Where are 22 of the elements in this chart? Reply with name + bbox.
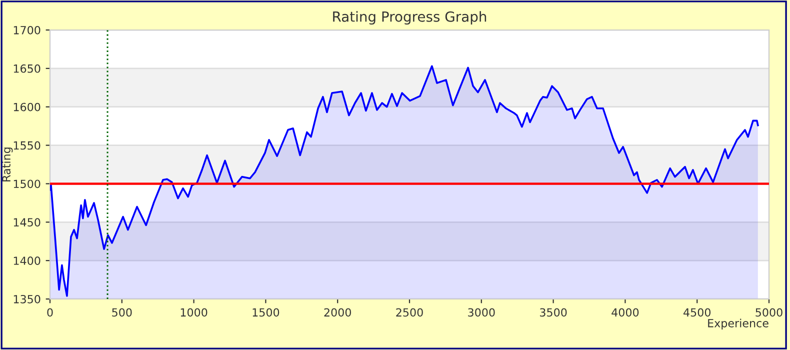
y-axis-title: Rating (2, 148, 13, 182)
x-tick-label: 1500 (252, 308, 280, 317)
x-tick-label: 0 (47, 308, 53, 317)
x-tick-label: 4000 (612, 308, 639, 317)
chart-title: Rating Progress Graph (333, 11, 486, 25)
x-axis-title: Experience (708, 318, 768, 330)
y-tick-label: 1550 (14, 141, 40, 150)
y-tick-label: 1650 (14, 64, 40, 73)
x-tick-label: 4500 (684, 308, 710, 317)
x-tick-label: 2500 (396, 308, 423, 317)
y-tick-label: 1400 (14, 256, 40, 265)
x-tick-label: 3000 (468, 308, 495, 317)
y-tick-label: 1350 (14, 294, 40, 304)
x-tick-label: 5000 (756, 308, 782, 317)
x-tick-label: 2000 (324, 308, 351, 317)
y-tick-label: 1700 (14, 26, 40, 34)
y-tick-label: 1600 (14, 102, 40, 112)
x-tick-label: 3500 (540, 308, 567, 317)
y-tick-label: 1450 (14, 218, 40, 227)
x-tick-label: 1000 (180, 308, 208, 317)
x-tick-label: 500 (112, 308, 132, 317)
y-tick-label: 1500 (14, 180, 40, 188)
